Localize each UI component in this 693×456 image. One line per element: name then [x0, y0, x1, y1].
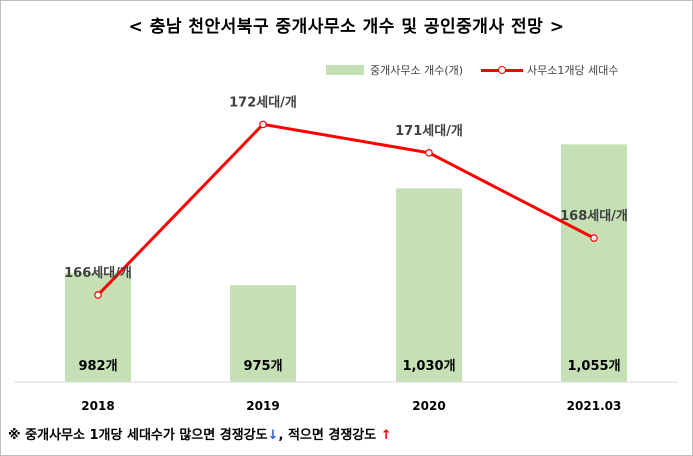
line-value-label: 171세대/개: [395, 124, 463, 139]
legend-line-label: 사무소1개당 세대수: [527, 64, 619, 77]
footnote-prefix: ※ 중개사무소 1개당 세대수가 많으면 경쟁강도: [8, 428, 268, 443]
bar-value-label: 1,030개: [402, 359, 455, 374]
line-value-label: 172세대/개: [229, 95, 297, 110]
legend-bar-label: 중개사무소 개수(개): [370, 64, 464, 77]
legend-line-swatch: [481, 65, 524, 75]
bar-2019: [230, 285, 296, 382]
bar-value-label: 982개: [78, 359, 117, 374]
line-value-label: 166세대/개: [64, 266, 132, 281]
footnote: ※ 중개사무소 1개당 세대수가 많으면 경쟁강도↓, 적으면 경쟁강도 ↑: [8, 424, 392, 443]
series-line: [96, 122, 595, 296]
line-point-2019: [259, 120, 267, 129]
arrow-down-icon: ↓: [267, 428, 279, 443]
line-value-label: 168세대/개: [560, 209, 628, 224]
line-point-2021.03: [590, 234, 598, 242]
arrow-up-icon: ↑: [380, 428, 392, 443]
x-tick-label: 2020: [412, 399, 445, 413]
bar-value-label: 975개: [243, 359, 282, 374]
legend: 중개사무소 개수(개) 사무소1개당 세대수: [326, 62, 637, 78]
legend-bar-swatch: [326, 65, 364, 75]
x-tick-label: 2021.03: [567, 399, 622, 413]
x-tick-label: 2019: [246, 399, 279, 413]
bar-2020: [396, 188, 462, 382]
legend-item-line: 사무소1개당 세대수: [481, 62, 619, 78]
footnote-middle: , 적으면 경쟁강도: [278, 428, 381, 443]
bar-2021.03: [561, 144, 627, 382]
bar-value-label: 1,055개: [567, 359, 620, 374]
chart-title: < 충남 천안서북구 중개사무소 개수 및 공인중개사 전망 >: [128, 17, 565, 37]
line-point-2020: [425, 149, 433, 157]
x-tick-label: 2018: [81, 399, 114, 413]
line-point-2018: [94, 291, 102, 299]
bar-2018: [65, 272, 131, 382]
legend-item-bar: 중개사무소 개수(개): [326, 62, 463, 78]
